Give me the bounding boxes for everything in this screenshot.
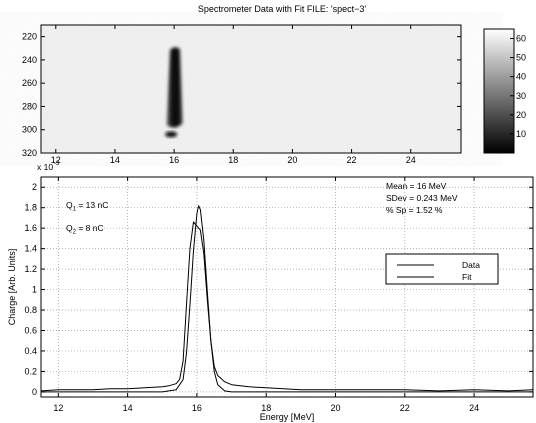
y-tick-label-7: 1.4 xyxy=(24,244,37,254)
heatmap-y-tick-label-3: 280 xyxy=(22,101,37,111)
colorbar-frame xyxy=(483,28,515,154)
heatmap-y-ticks: 220 240 260 280 300 320 xyxy=(22,32,461,158)
series-line-fit xyxy=(41,205,533,393)
colorbar-gradient xyxy=(484,29,514,153)
heatmap-panel: 12 14 16 18 20 22 24 220 240 260 280 300 320 xyxy=(22,24,462,165)
x-tick-label-3: 18 xyxy=(261,403,271,413)
x-tick-label-4: 20 xyxy=(330,403,340,413)
x-axis-label: Energy [MeV] xyxy=(260,412,315,422)
y-tick-label-9: 1.8 xyxy=(24,203,37,213)
heatmap-x-tick-label-0: 12 xyxy=(51,155,61,165)
colorbar-tick-label-2: 30 xyxy=(516,91,526,101)
plot-series xyxy=(40,205,534,393)
y-tick-label-6: 1.2 xyxy=(24,264,37,274)
heatmap-x-tick-label-2: 16 xyxy=(169,155,179,165)
heatmap-y-tick-label-4: 300 xyxy=(22,125,37,135)
stat-sdev: SDev = 0.243 MeV xyxy=(386,193,458,203)
x-tick-label-1: 14 xyxy=(123,403,133,413)
heatmap-x-tick-label-6: 24 xyxy=(406,155,416,165)
y-tick-label-1: 0.2 xyxy=(24,366,37,376)
heatmap-frame xyxy=(40,24,462,154)
legend-box xyxy=(385,253,499,285)
heatmap-y-tick-label-5: 320 xyxy=(22,148,37,158)
heatmap-x-tick-label-4: 20 xyxy=(287,155,297,165)
legend-label-fit: Fit xyxy=(462,272,472,282)
y-tick-label-5: 1 xyxy=(32,285,37,295)
stat-spread: % Sp = 1.52 % xyxy=(386,205,443,215)
figure-title: Spectrometer Data with Fit FILE: 'spect−… xyxy=(198,4,367,14)
heatmap-x-ticks: 12 14 16 18 20 22 24 xyxy=(51,25,416,165)
plot-frame xyxy=(40,176,534,398)
q1-annotation: Q1 = 13 nC xyxy=(66,200,108,213)
y-tick-label-0: 0 xyxy=(32,387,37,397)
heatmap-x-tick-label-3: 18 xyxy=(228,155,238,165)
y-tick-label-10: 2 xyxy=(32,182,37,192)
heatmap-x-tick-label-5: 22 xyxy=(347,155,357,165)
x-tick-label-6: 24 xyxy=(469,403,479,413)
heatmap-noise xyxy=(41,25,461,153)
x-tick-label-2: 16 xyxy=(192,403,202,413)
legend-label-data: Data xyxy=(462,260,480,270)
colorbar-tick-label-3: 40 xyxy=(516,72,526,82)
colorbar: 10 20 30 40 50 60 xyxy=(483,28,526,154)
series-line-data xyxy=(40,221,534,392)
q2-annotation: Q2 = 8 nC xyxy=(66,223,104,236)
y-tick-label-2: 0.4 xyxy=(24,346,37,356)
y-exponent-label: x 10 xyxy=(37,162,53,172)
colorbar-tick-label-0: 10 xyxy=(516,129,526,139)
colorbar-tick-label-1: 20 xyxy=(516,110,526,120)
y-tick-label-8: 1.6 xyxy=(24,223,37,233)
x-tick-label-5: 22 xyxy=(400,403,410,413)
heatmap-y-tick-label-0: 220 xyxy=(22,32,37,42)
plot-x-ticks: 12 14 16 18 20 22 24 xyxy=(53,177,479,413)
colorbar-tick-label-4: 50 xyxy=(516,53,526,63)
plot-background xyxy=(41,177,533,397)
y-axis-label: Charge [Arb. Units] xyxy=(7,249,17,326)
x-tick-label-0: 12 xyxy=(53,403,63,413)
heatmap-features xyxy=(165,47,183,138)
plot-y-ticks: 0 0.2 0.4 0.6 0.8 1 1.2 1.4 1.6 1.8 2 xyxy=(24,182,533,397)
y-tick-label-3: 0.6 xyxy=(24,325,37,335)
y-exponent-power: -3 xyxy=(54,161,60,167)
heatmap-x-tick-label-1: 14 xyxy=(110,155,120,165)
colorbar-ticks: 10 20 30 40 50 60 xyxy=(510,34,526,139)
heatmap-y-tick-label-2: 260 xyxy=(22,78,37,88)
legend: Data Fit xyxy=(385,253,499,285)
line-plot-panel: 12 14 16 18 20 22 24 0 0.2 0.4 0.6 0.8 1 1.2 1.4 1.6 1.… xyxy=(7,161,534,422)
heatmap-feature-1 xyxy=(165,131,178,138)
y-tick-label-4: 0.8 xyxy=(24,305,37,315)
stat-mean: Mean = 16 MeV xyxy=(386,181,447,191)
colorbar-tick-label-5: 60 xyxy=(516,34,526,44)
heatmap-y-tick-label-1: 240 xyxy=(22,55,37,65)
heatmap-feature-0 xyxy=(166,47,183,128)
